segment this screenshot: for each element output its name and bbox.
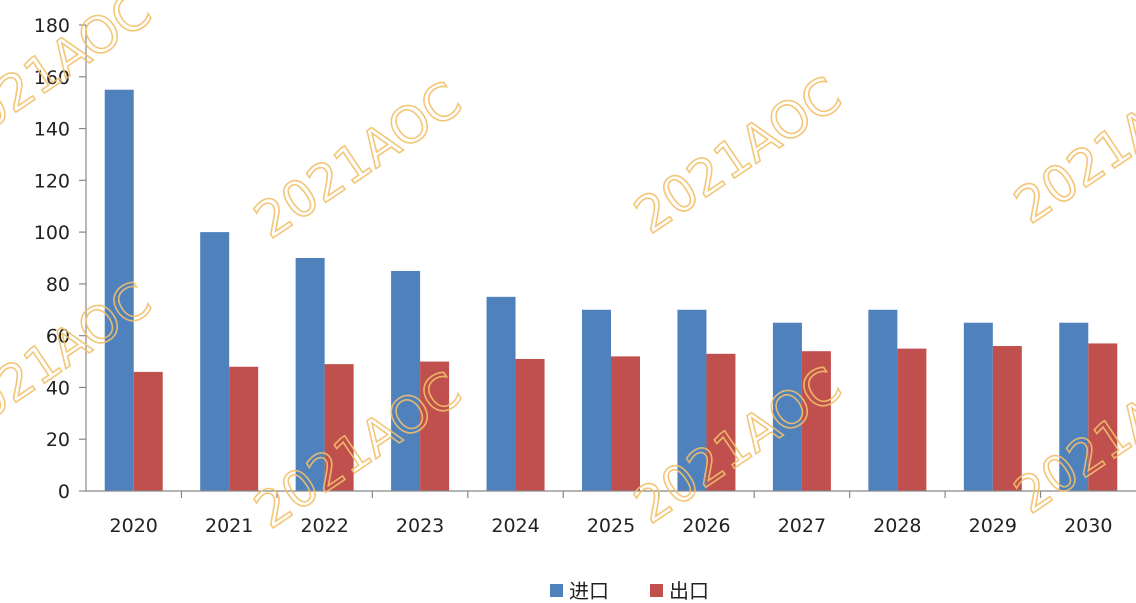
legend: 进口 出口 bbox=[550, 579, 709, 603]
y-tick-label: 60 bbox=[46, 326, 70, 348]
y-tick-label: 100 bbox=[34, 222, 70, 244]
bar-1-2028 bbox=[897, 348, 927, 491]
watermark-text: 2021AOC bbox=[244, 71, 471, 250]
bar-0-2028 bbox=[868, 309, 898, 491]
bar-0-2020 bbox=[104, 89, 134, 491]
bar-0-2021 bbox=[200, 232, 230, 491]
x-axis-ticks: 2020 2021 2022 2023 2024 2025 2026 2027 2028 2029… bbox=[110, 491, 1112, 537]
legend-swatch-0 bbox=[550, 584, 563, 597]
y-tick-label: 140 bbox=[34, 119, 70, 141]
legend-swatch-1 bbox=[650, 584, 663, 597]
bar-0-2030 bbox=[1059, 322, 1089, 491]
bar-0-2027 bbox=[772, 322, 802, 491]
x-tick-label: 2021 bbox=[205, 515, 253, 537]
bar-1-2021 bbox=[229, 366, 259, 491]
y-tick-label: 40 bbox=[46, 377, 70, 399]
y-tick-label: 120 bbox=[34, 170, 70, 192]
x-tick-label: 2022 bbox=[300, 515, 348, 537]
bar-0-2026 bbox=[677, 309, 707, 491]
bar-0-2029 bbox=[963, 322, 993, 491]
bar-0-2022 bbox=[295, 258, 325, 491]
legend-label-0: 进口 bbox=[569, 579, 609, 603]
y-tick-label: 20 bbox=[46, 429, 70, 451]
y-tick-label: 160 bbox=[34, 67, 70, 89]
bar-1-2027 bbox=[801, 351, 831, 491]
watermark-text: 2021AOC bbox=[1004, 56, 1136, 235]
watermark-text: 2021AOC bbox=[624, 66, 851, 245]
x-tick-label: 2026 bbox=[682, 515, 730, 537]
bar-1-2023 bbox=[420, 361, 450, 491]
x-tick-label: 2023 bbox=[396, 515, 444, 537]
bar-0-2023 bbox=[391, 270, 421, 491]
x-tick-label: 2020 bbox=[110, 515, 158, 537]
y-tick-label: 80 bbox=[46, 274, 70, 296]
y-axis-ticks: 0 20 40 60 80 100 120 140 160 180 bbox=[34, 15, 86, 503]
bar-0-2024 bbox=[486, 296, 516, 491]
x-tick-label: 2030 bbox=[1064, 515, 1112, 537]
x-tick-label: 2024 bbox=[491, 515, 539, 537]
x-tick-label: 2028 bbox=[873, 515, 921, 537]
bar-1-2024 bbox=[515, 358, 545, 491]
watermark-text: 2021AOC bbox=[0, 0, 161, 160]
bar-1-2022 bbox=[324, 364, 354, 491]
bar-1-2029 bbox=[992, 346, 1022, 491]
bar-0-2025 bbox=[582, 309, 611, 491]
y-tick-label: 180 bbox=[34, 15, 70, 37]
bar-1-2020 bbox=[133, 371, 163, 491]
bar-1-2030 bbox=[1088, 343, 1118, 491]
bar-1-2025 bbox=[611, 356, 640, 491]
bars bbox=[104, 89, 1118, 491]
y-tick-label: 0 bbox=[58, 481, 70, 503]
legend-label-1: 出口 bbox=[669, 579, 709, 603]
bar-1-2026 bbox=[706, 353, 736, 491]
x-tick-label: 2025 bbox=[587, 515, 635, 537]
x-tick-label: 2029 bbox=[969, 515, 1017, 537]
x-tick-label: 2027 bbox=[778, 515, 826, 537]
